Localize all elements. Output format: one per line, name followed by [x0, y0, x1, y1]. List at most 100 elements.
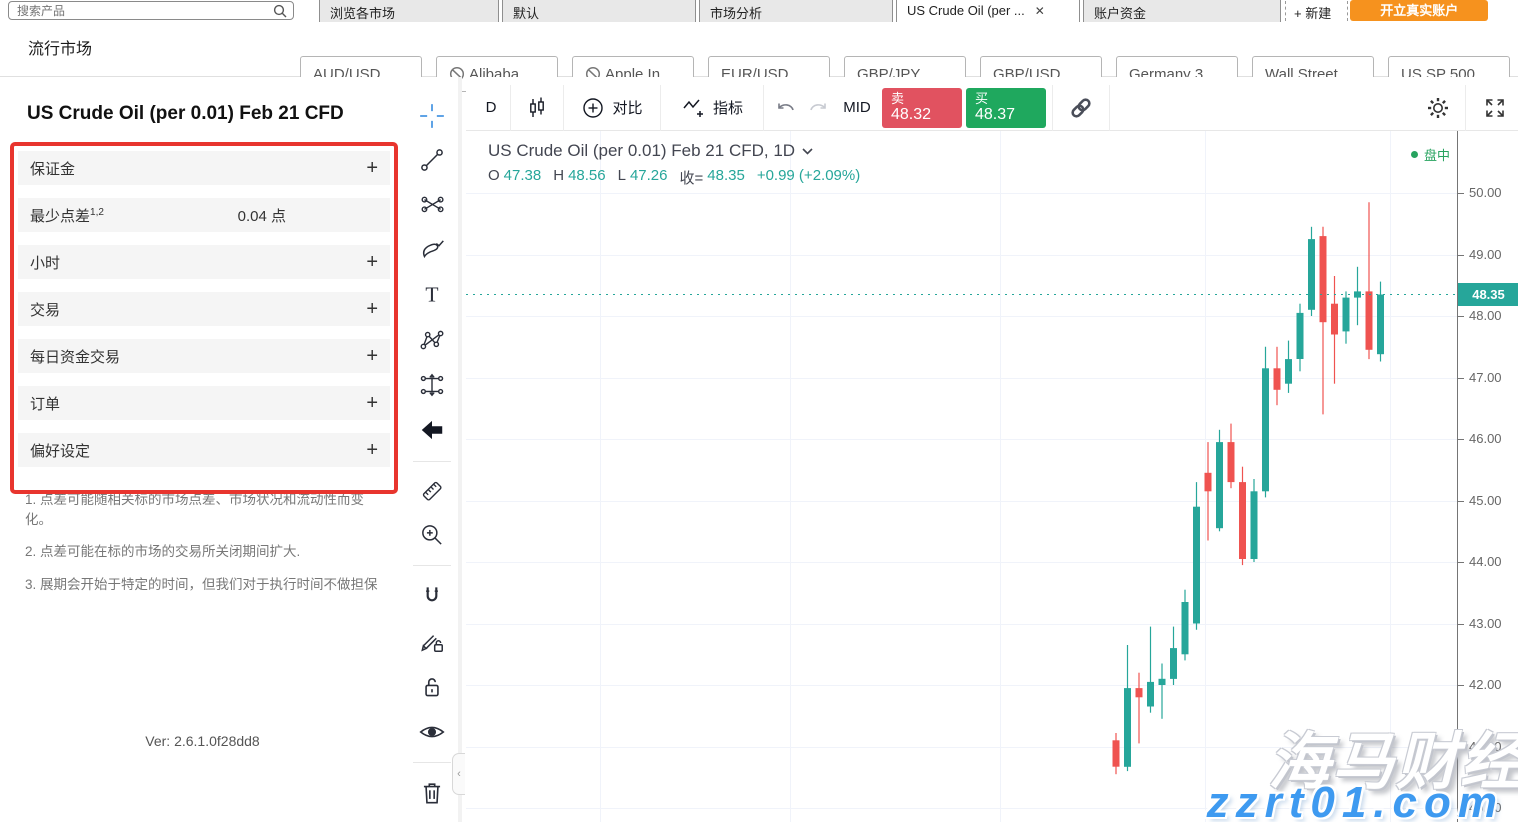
row-value: 0.04 点 — [237, 207, 286, 225]
row-label: 订单 — [30, 395, 61, 413]
arrow-icon[interactable] — [415, 413, 449, 447]
price-tick — [1458, 562, 1464, 563]
trash-icon[interactable] — [415, 776, 449, 810]
divider — [1052, 84, 1053, 131]
h-gridline — [466, 685, 1457, 686]
fullscreen-icon[interactable] — [1472, 95, 1518, 121]
collapse-toolbar-handle[interactable]: ‹ — [452, 753, 465, 795]
panel-row[interactable]: 偏好设定 + — [18, 433, 390, 467]
divider — [660, 84, 661, 131]
expand-plus-icon[interactable]: + — [366, 251, 378, 273]
link-icon[interactable] — [1059, 94, 1103, 122]
panel-row[interactable]: 保证金 + — [18, 151, 390, 185]
h-gridline — [466, 316, 1457, 317]
search-icon — [273, 4, 287, 18]
chart-style-button[interactable] — [517, 95, 557, 121]
compare-button[interactable]: 对比 — [570, 96, 654, 120]
new-tab-wrap: + 新建 开立真实账户 — [1281, 0, 1489, 22]
sell-button[interactable]: 卖 48.32 — [882, 87, 962, 128]
price-tick-label: 50.00 — [1469, 185, 1502, 200]
redo-icon[interactable] — [802, 96, 834, 120]
indicators-button[interactable]: 指标 — [667, 95, 757, 121]
panel-row[interactable]: 小时 + — [18, 245, 390, 279]
top-tab-label: 市场分析 — [710, 6, 763, 21]
top-tab[interactable]: 账户资金 — [1083, 0, 1281, 22]
top-tab[interactable]: 默认 — [502, 0, 696, 22]
chevron-down-icon — [802, 147, 813, 155]
h-gridline — [466, 562, 1457, 563]
draw-lock-icon[interactable] — [415, 624, 449, 658]
gear-icon[interactable] — [1417, 95, 1459, 121]
panel-row[interactable]: 订单 + — [18, 386, 390, 420]
undo-icon[interactable] — [770, 96, 802, 120]
expand-plus-icon[interactable]: + — [366, 157, 378, 179]
price-axis[interactable]: 48.35 50.00 49.00 48.00 47.00 46.00 45.00 44.0… — [1457, 131, 1518, 822]
chart-pane[interactable]: US Crude Oil (per 0.01) Feb 21 CFD, 1D O… — [466, 131, 1518, 822]
price-tick — [1458, 685, 1464, 686]
expand-plus-icon[interactable]: + — [366, 298, 378, 320]
position-icon[interactable] — [415, 368, 449, 402]
footnote: 2. 点差可能在标的市场的交易所关闭期间扩大. — [25, 544, 301, 560]
workspace-tabs: 浏览各市场 默认 市场分析 US Crude Oil (per ... ✕ 账户资金 — [316, 0, 1281, 22]
row-sup: 1,2 — [90, 206, 104, 218]
expand-plus-icon[interactable]: + — [366, 392, 378, 414]
panel-row[interactable]: 最少点差1,2 0.04 点 — [18, 198, 390, 232]
text-icon[interactable]: T — [415, 278, 449, 312]
xabcd-pattern-icon[interactable] — [415, 323, 449, 357]
drawing-toolbar: T — [405, 77, 462, 822]
expand-plus-icon[interactable]: + — [366, 439, 378, 461]
ruler-icon[interactable] — [415, 474, 449, 508]
row-label: 保证金 — [30, 160, 76, 178]
close-icon[interactable]: ✕ — [1034, 4, 1045, 18]
top-tab[interactable]: 浏览各市场 — [319, 0, 499, 22]
price-tick — [1458, 193, 1464, 194]
svg-text:T: T — [425, 282, 438, 306]
hide-drawings-icon[interactable] — [415, 715, 449, 749]
divider — [413, 461, 451, 462]
h-gridline — [466, 623, 1457, 625]
row-label: 偏好设定 — [30, 442, 91, 460]
instrument-title: US Crude Oil (per 0.01) Feb 21 CFD — [27, 103, 344, 124]
search-input[interactable] — [17, 2, 267, 19]
open-live-account-button[interactable]: 开立真实账户 — [1350, 0, 1489, 21]
trend-line-icon[interactable] — [415, 143, 449, 177]
zoom-in-icon[interactable] — [415, 518, 449, 552]
brush-icon[interactable] — [415, 233, 449, 267]
price-tick — [1458, 254, 1464, 256]
footnotes: 1. 点差可能随相关标的市场点差、市场状况和流动性而变化。 2. 点差可能在标的市… — [25, 490, 383, 607]
price-tick — [1458, 623, 1464, 625]
divider — [1109, 84, 1110, 131]
legend-symbol[interactable]: US Crude Oil (per 0.01) Feb 21 CFD, 1D — [488, 141, 860, 161]
product-search-box[interactable] — [8, 1, 294, 20]
plus-icon: + — [1294, 6, 1302, 21]
market-status-badge: 盘中 — [1410, 145, 1450, 164]
gann-fib-icon[interactable] — [415, 188, 449, 222]
price-tick-label: 42.00 — [1469, 677, 1502, 692]
top-tab-label: 账户资金 — [1094, 6, 1147, 21]
lock-all-icon[interactable] — [415, 670, 449, 704]
panel-row[interactable]: 每日资金交易 + — [18, 339, 390, 373]
price-tick-label: 48.00 — [1469, 308, 1502, 323]
panel-row[interactable]: 交易 + — [18, 292, 390, 326]
price-tick — [1458, 439, 1464, 440]
row-label: 小时 — [30, 254, 61, 272]
top-tab[interactable]: US Crude Oil (per ... ✕ — [896, 0, 1080, 22]
mid-mode-label[interactable]: MID — [843, 99, 871, 116]
row-label: 交易 — [30, 301, 61, 319]
compare-plus-icon — [583, 97, 604, 118]
price-tick-label: 44.00 — [1469, 554, 1502, 569]
interval-button[interactable]: D — [485, 99, 497, 116]
new-tab-button[interactable]: + 新建 — [1294, 6, 1332, 21]
watermark-text: 海马财经 — [1267, 728, 1518, 797]
price-tick-label: 40.00 — [1469, 800, 1502, 815]
crosshair-icon[interactable] — [415, 99, 449, 133]
buy-button[interactable]: 买 48.37 — [966, 87, 1046, 128]
h-gridline — [466, 500, 1457, 502]
expand-plus-icon[interactable]: + — [366, 345, 378, 367]
top-tab[interactable]: 市场分析 — [699, 0, 893, 22]
last-price-tag: 48.35 — [1458, 283, 1518, 306]
magnet-icon[interactable] — [415, 579, 449, 613]
candlestick-icon — [530, 97, 544, 117]
v-gridline — [1390, 131, 1391, 822]
